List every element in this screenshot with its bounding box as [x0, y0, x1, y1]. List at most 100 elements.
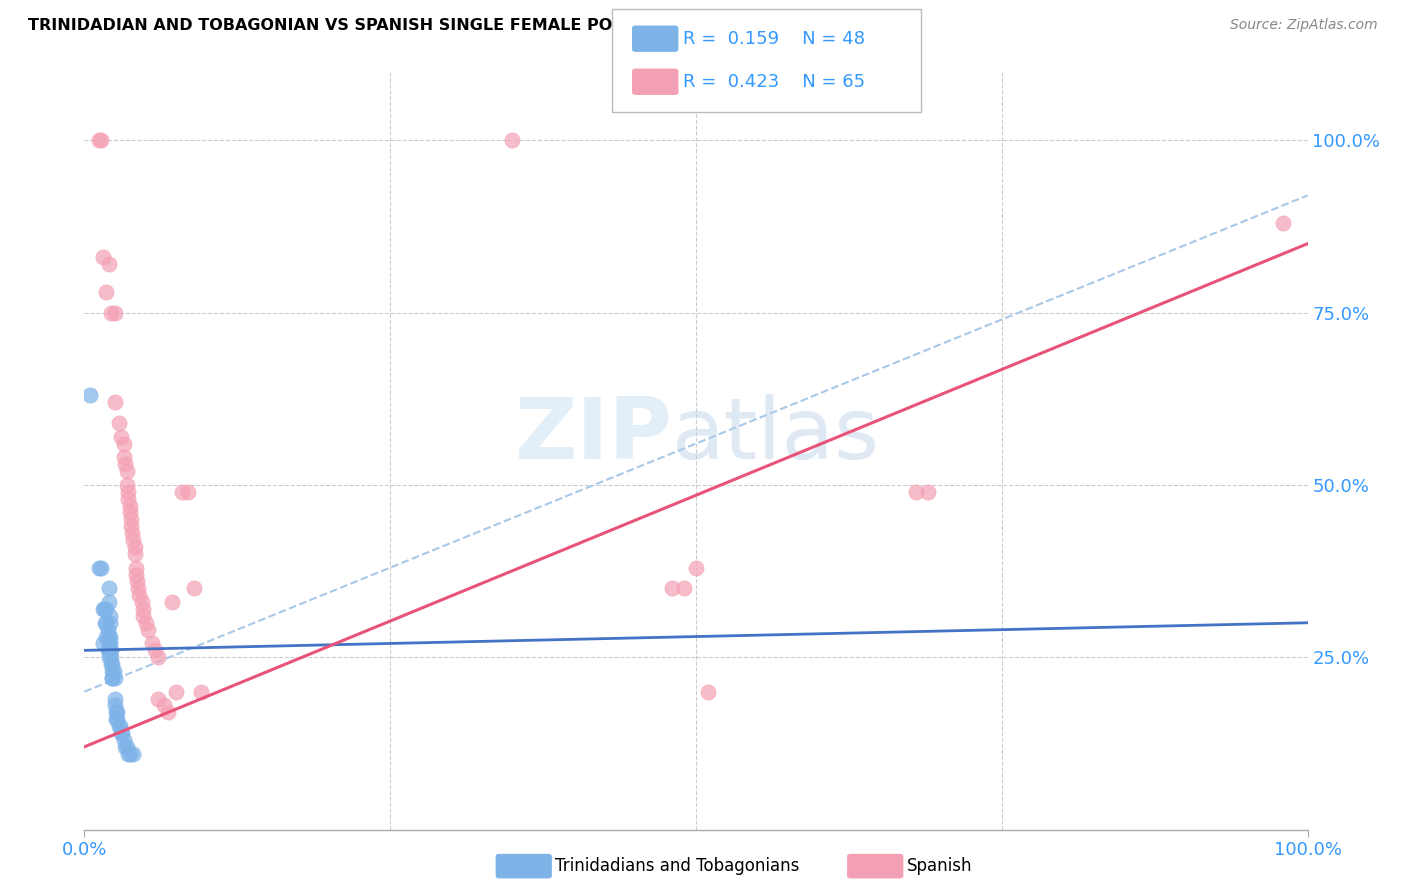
- Point: [90, 133, 112, 147]
- Point: [118, 747, 141, 761]
- Point: [98, 608, 121, 623]
- Point: [117, 484, 139, 499]
- Point: [122, 747, 145, 761]
- Point: [105, 706, 128, 720]
- Point: [183, 582, 205, 596]
- Point: [172, 484, 194, 499]
- Point: [101, 671, 124, 685]
- Point: [96, 615, 118, 630]
- Point: [165, 684, 187, 698]
- Point: [112, 733, 135, 747]
- Point: [97, 643, 120, 657]
- Point: [118, 506, 141, 520]
- Point: [125, 560, 148, 574]
- Point: [131, 595, 153, 609]
- Point: [121, 526, 143, 541]
- Point: [162, 595, 184, 609]
- Point: [132, 608, 155, 623]
- Point: [101, 664, 124, 678]
- Point: [98, 643, 121, 657]
- Point: [97, 623, 120, 637]
- Point: [190, 684, 212, 698]
- Point: [143, 643, 166, 657]
- Point: [120, 519, 142, 533]
- Point: [97, 582, 120, 596]
- Point: [91, 251, 114, 265]
- Text: R =  0.159    N = 48: R = 0.159 N = 48: [683, 29, 865, 47]
- Point: [128, 588, 150, 602]
- Point: [685, 560, 707, 574]
- Point: [1272, 216, 1295, 230]
- Point: [93, 602, 115, 616]
- Point: [94, 615, 117, 630]
- Text: Source: ZipAtlas.com: Source: ZipAtlas.com: [1230, 18, 1378, 32]
- Point: [502, 133, 524, 147]
- Point: [100, 657, 122, 672]
- Point: [107, 719, 129, 733]
- Point: [118, 499, 141, 513]
- Point: [127, 582, 149, 596]
- Point: [917, 484, 939, 499]
- Point: [105, 712, 128, 726]
- Point: [153, 698, 176, 713]
- Point: [107, 416, 129, 430]
- Point: [132, 602, 155, 616]
- Point: [125, 574, 148, 589]
- Point: [141, 636, 163, 650]
- Text: atlas: atlas: [672, 393, 880, 477]
- Point: [115, 464, 138, 478]
- Point: [146, 691, 169, 706]
- Point: [103, 664, 125, 678]
- Point: [97, 650, 120, 665]
- Point: [136, 623, 159, 637]
- Point: [97, 257, 120, 271]
- Point: [104, 305, 127, 319]
- Point: [87, 560, 110, 574]
- Point: [96, 285, 118, 299]
- Point: [105, 706, 128, 720]
- Point: [117, 491, 139, 506]
- Point: [101, 657, 124, 672]
- Point: [97, 636, 120, 650]
- Point: [97, 595, 120, 609]
- Point: [98, 630, 121, 644]
- Point: [100, 650, 122, 665]
- Point: [697, 684, 720, 698]
- Point: [91, 636, 114, 650]
- Point: [79, 388, 101, 402]
- Point: [110, 726, 132, 740]
- Point: [120, 512, 142, 526]
- Point: [122, 533, 145, 547]
- Point: [177, 484, 200, 499]
- Point: [114, 739, 136, 754]
- Point: [104, 395, 127, 409]
- Point: [115, 739, 138, 754]
- Point: [104, 671, 127, 685]
- Point: [112, 450, 135, 465]
- Point: [96, 630, 118, 644]
- Text: Trinidadians and Tobagonians: Trinidadians and Tobagonians: [555, 857, 800, 875]
- Point: [96, 602, 118, 616]
- Text: R =  0.423    N = 65: R = 0.423 N = 65: [683, 73, 866, 91]
- Text: TRINIDADIAN AND TOBAGONIAN VS SPANISH SINGLE FEMALE POVERTY CORRELATION CHART: TRINIDADIAN AND TOBAGONIAN VS SPANISH SI…: [28, 18, 868, 33]
- Text: ZIP: ZIP: [513, 393, 672, 477]
- Point: [124, 540, 146, 554]
- Point: [97, 643, 120, 657]
- Point: [672, 582, 695, 596]
- Point: [135, 615, 157, 630]
- Point: [112, 436, 135, 450]
- Point: [105, 712, 128, 726]
- Point: [91, 602, 114, 616]
- Point: [104, 698, 127, 713]
- Point: [97, 630, 120, 644]
- Point: [117, 747, 139, 761]
- Point: [125, 567, 148, 582]
- Point: [146, 650, 169, 665]
- Point: [100, 305, 122, 319]
- Point: [87, 133, 110, 147]
- Point: [114, 457, 136, 471]
- Point: [98, 615, 121, 630]
- Point: [104, 691, 127, 706]
- Point: [111, 726, 134, 740]
- Point: [661, 582, 683, 596]
